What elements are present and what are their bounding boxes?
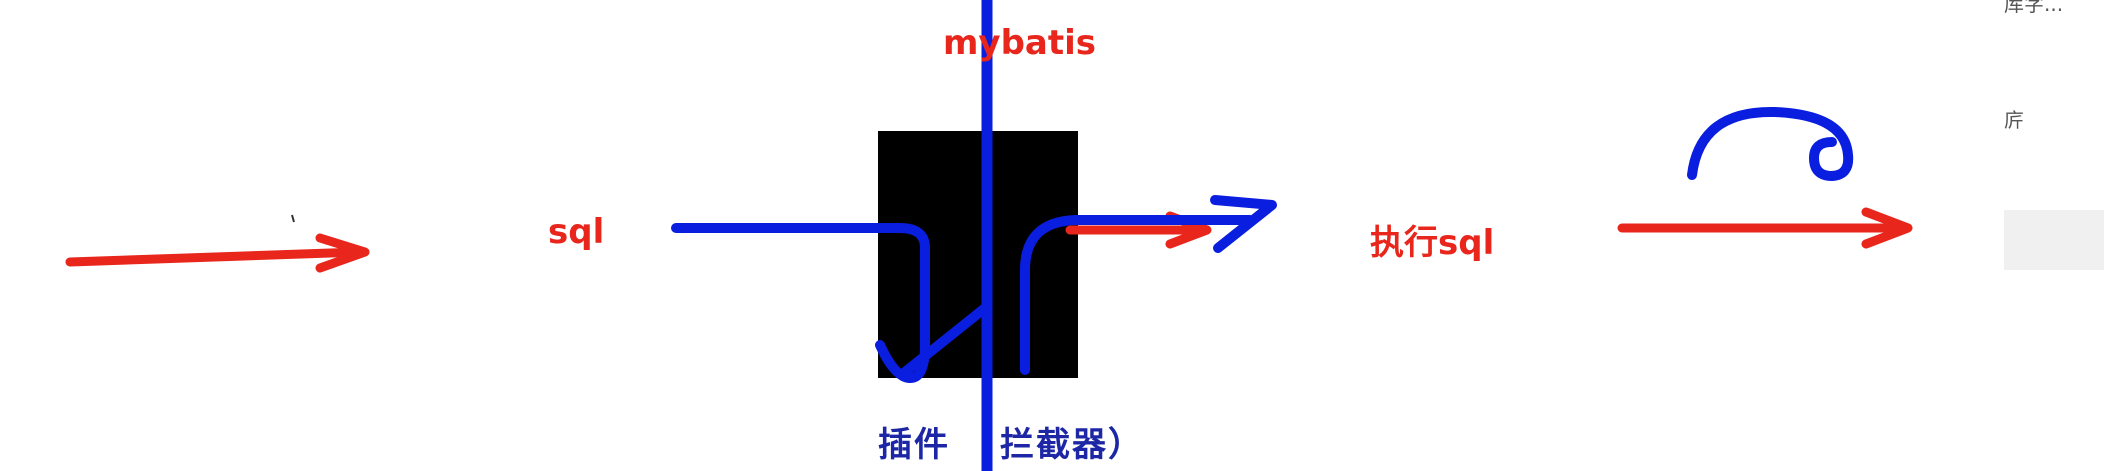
side-panel: [2004, 210, 2104, 270]
plugin-block: [878, 131, 1078, 378]
flow-line-out-blue: [1020, 195, 1277, 375]
mybatis-label: mybatis: [943, 23, 1097, 63]
plugin-label: 插件: [878, 425, 950, 465]
side-text-middle: 庍: [2004, 108, 2024, 132]
execute-sql-label: 执行sql: [1370, 223, 1495, 263]
stray-mark: [291, 214, 295, 223]
flow-line-in-blue: [671, 223, 990, 383]
side-text-top: 库字...: [2004, 0, 2064, 16]
interceptor-label: 拦截器）: [1000, 425, 1144, 465]
sql-label: sql: [548, 212, 605, 252]
return-loop-blue: [1687, 106, 1854, 181]
arrow-left-red: [65, 233, 370, 273]
arrow-right-red: [1617, 207, 1913, 249]
